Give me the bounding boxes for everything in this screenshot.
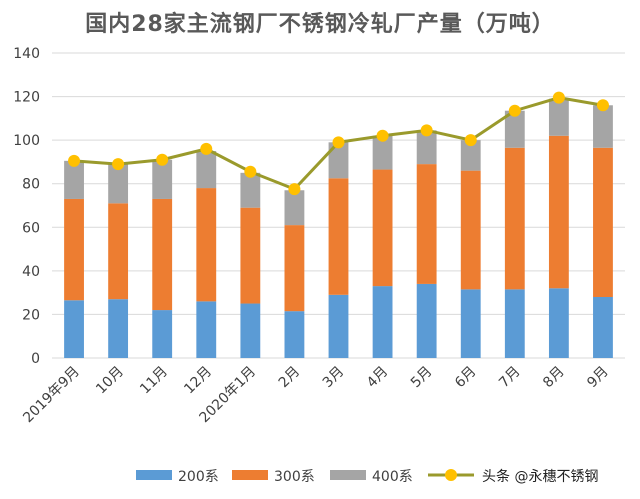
total-point	[68, 154, 81, 167]
bar-segment-300	[328, 178, 349, 295]
y-tick-label: 60	[22, 220, 40, 236]
x-tick-label: 9月	[584, 364, 612, 392]
bar-segment-200	[328, 294, 349, 358]
legend-label-200: 200系	[178, 469, 219, 485]
bar-segment-300	[152, 198, 173, 311]
bar-segment-300	[593, 147, 613, 297]
bar-segment-400	[64, 160, 84, 199]
bar-segment-200	[593, 297, 613, 358]
bar-segment-300	[64, 198, 84, 301]
bar-segment-200	[504, 289, 525, 358]
legend-label-400: 400系	[372, 469, 413, 485]
bar-segment-300	[460, 170, 481, 290]
total-point	[376, 129, 389, 142]
bar-segment-300	[196, 188, 217, 302]
bar-segment-200	[284, 311, 305, 358]
bar-segment-200	[152, 310, 173, 358]
bar-segment-400	[504, 110, 525, 148]
bar-segment-400	[196, 151, 217, 189]
bar-segment-300	[372, 169, 393, 287]
total-point	[244, 165, 257, 178]
legend-swatch-400	[330, 470, 366, 480]
total-point	[508, 104, 521, 117]
x-tick-label: 11月	[137, 364, 171, 398]
bar-segment-400	[460, 140, 481, 171]
y-tick-label: 0	[31, 351, 40, 367]
bar-segment-400	[152, 159, 173, 199]
total-point	[552, 91, 565, 104]
x-tick-label: 3月	[320, 364, 348, 392]
bar-segment-400	[284, 190, 305, 226]
bar-segment-400	[372, 135, 393, 170]
total-point	[288, 183, 301, 196]
bar-segment-200	[196, 301, 217, 358]
bar-segment-200	[372, 286, 393, 358]
bar-segment-200	[240, 303, 261, 358]
x-tick-label: 6月	[452, 364, 480, 392]
total-point	[112, 158, 125, 171]
bar-segment-300	[108, 203, 129, 300]
bar-segment-200	[548, 288, 569, 358]
y-tick-label: 80	[22, 177, 40, 193]
y-tick-label: 40	[22, 264, 40, 280]
y-axis-ticks: 0 20 40 60 80 100 120 140	[13, 46, 40, 367]
total-point	[420, 124, 433, 137]
x-tick-label: 7月	[496, 364, 524, 392]
bar-segment-200	[416, 283, 437, 358]
legend-swatch-300	[232, 470, 268, 480]
total-line	[68, 91, 609, 196]
legend-marker-total	[445, 469, 457, 481]
y-tick-label: 100	[13, 133, 40, 149]
bar-segment-200	[64, 300, 84, 358]
total-point	[200, 142, 213, 155]
x-tick-label: 2月	[276, 364, 304, 392]
x-tick-label: 8月	[540, 364, 568, 392]
chart-title: 国内28家主流钢厂不锈钢冷轧厂产量（万吨）	[85, 12, 555, 37]
legend-swatch-200	[136, 470, 172, 480]
bar-segment-200	[460, 289, 481, 358]
total-point	[596, 99, 609, 112]
bars	[64, 98, 613, 358]
bar-segment-300	[240, 207, 261, 304]
total-point	[464, 134, 477, 147]
legend-label-300: 300系	[274, 469, 315, 485]
bar-segment-200	[108, 299, 129, 358]
y-tick-label: 20	[22, 307, 40, 323]
bar-segment-400	[108, 164, 129, 204]
bar-segment-400	[548, 98, 569, 136]
x-tick-label: 2019年9月	[20, 364, 83, 427]
bar-segment-400	[328, 142, 349, 179]
bar-segment-300	[504, 147, 525, 290]
y-tick-label: 140	[13, 46, 40, 62]
x-tick-label: 4月	[364, 364, 392, 392]
x-tick-label: 5月	[408, 364, 436, 392]
total-point	[156, 153, 169, 166]
x-tick-label: 10月	[93, 364, 127, 398]
legend: 200系 300系 400系 头条 @永穗不锈钢	[136, 468, 598, 485]
bar-segment-400	[416, 130, 437, 165]
bar-segment-400	[240, 172, 261, 208]
bar-segment-400	[593, 105, 613, 148]
bar-segment-300	[284, 225, 305, 312]
y-tick-label: 120	[13, 90, 40, 106]
bar-segment-300	[416, 164, 437, 284]
bar-segment-300	[548, 135, 569, 289]
total-point	[332, 136, 345, 149]
watermark: 头条 @永穗不锈钢	[482, 468, 598, 485]
x-tick-label: 12月	[181, 364, 215, 398]
